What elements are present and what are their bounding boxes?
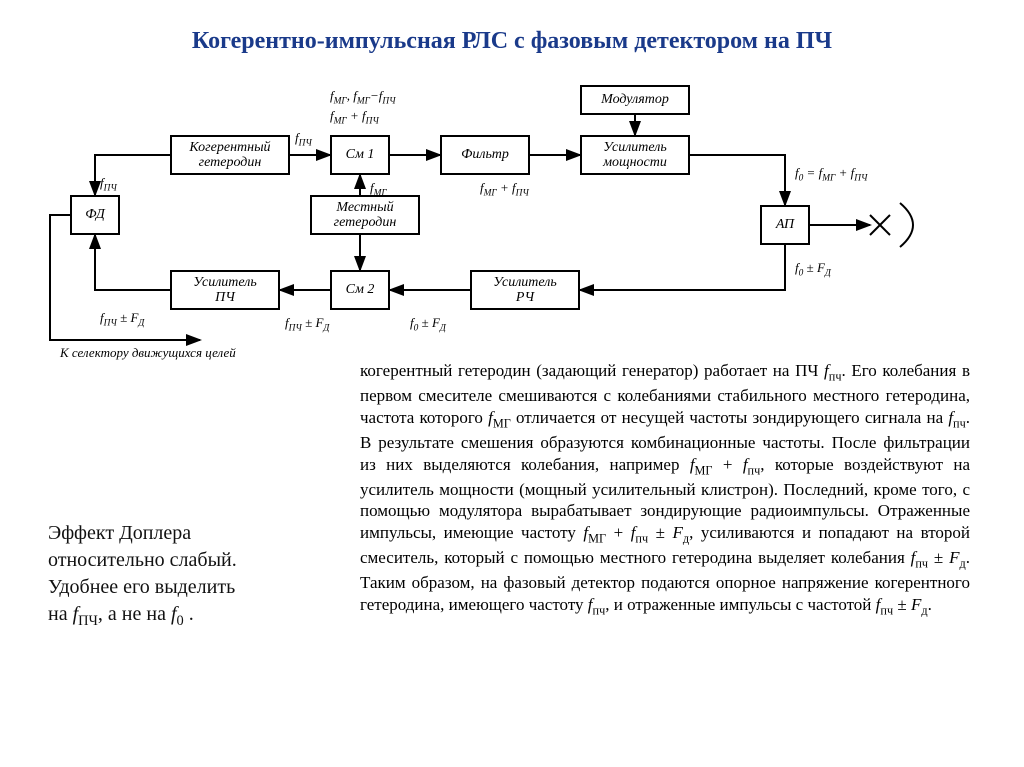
edge-um-ap — [690, 155, 785, 205]
block-ap: АП — [760, 205, 810, 245]
block-mod: Модулятор — [580, 85, 690, 115]
diagram-label: f0 = fМГ + fПЧ — [795, 165, 867, 184]
page-title: Когерентно-импульсная РЛС с фазовым дете… — [0, 28, 1024, 55]
diagram-label: К селектору движущихся целей — [60, 345, 236, 361]
side-note: Эффект Доплераотносительно слабый.Удобне… — [48, 520, 328, 631]
block-urch: УсилительРЧ — [470, 270, 580, 310]
edge-upch-fd — [95, 235, 170, 290]
block-filt: Фильтр — [440, 135, 530, 175]
antenna-icon — [870, 203, 913, 247]
diagram-label: fМГ + fПЧ — [480, 180, 529, 199]
block-upch: УсилительПЧ — [170, 270, 280, 310]
block-um: Усилительмощности — [580, 135, 690, 175]
diagram-label: fМГ, fМГ−fПЧ — [330, 88, 396, 107]
block-sm2: См 2 — [330, 270, 390, 310]
block-fd: ФД — [70, 195, 120, 235]
block-kg: Когерентныйгетеродин — [170, 135, 290, 175]
diagram-label: f0 ± FД — [410, 315, 446, 334]
diagram-label: fПЧ ± FД — [285, 315, 329, 334]
diagram-label: fПЧ — [100, 175, 117, 194]
edge-ap-urch — [580, 245, 785, 290]
block-sm1: См 1 — [330, 135, 390, 175]
diagram-label: f0 ± FД — [795, 260, 831, 279]
diagram-label: fПЧ — [295, 130, 312, 149]
body-paragraph: когерентный гетеродин (задающий генерато… — [360, 360, 970, 619]
diagram-label: fМГ + fПЧ — [330, 108, 379, 127]
diagram-label: fМГ — [370, 180, 387, 199]
block-diagram: Когерентныйгетеродин См 1 Фильтр Усилительм… — [40, 80, 980, 350]
block-mg: Местныйгетеродин — [310, 195, 420, 235]
diagram-label: fПЧ ± FД — [100, 310, 144, 329]
